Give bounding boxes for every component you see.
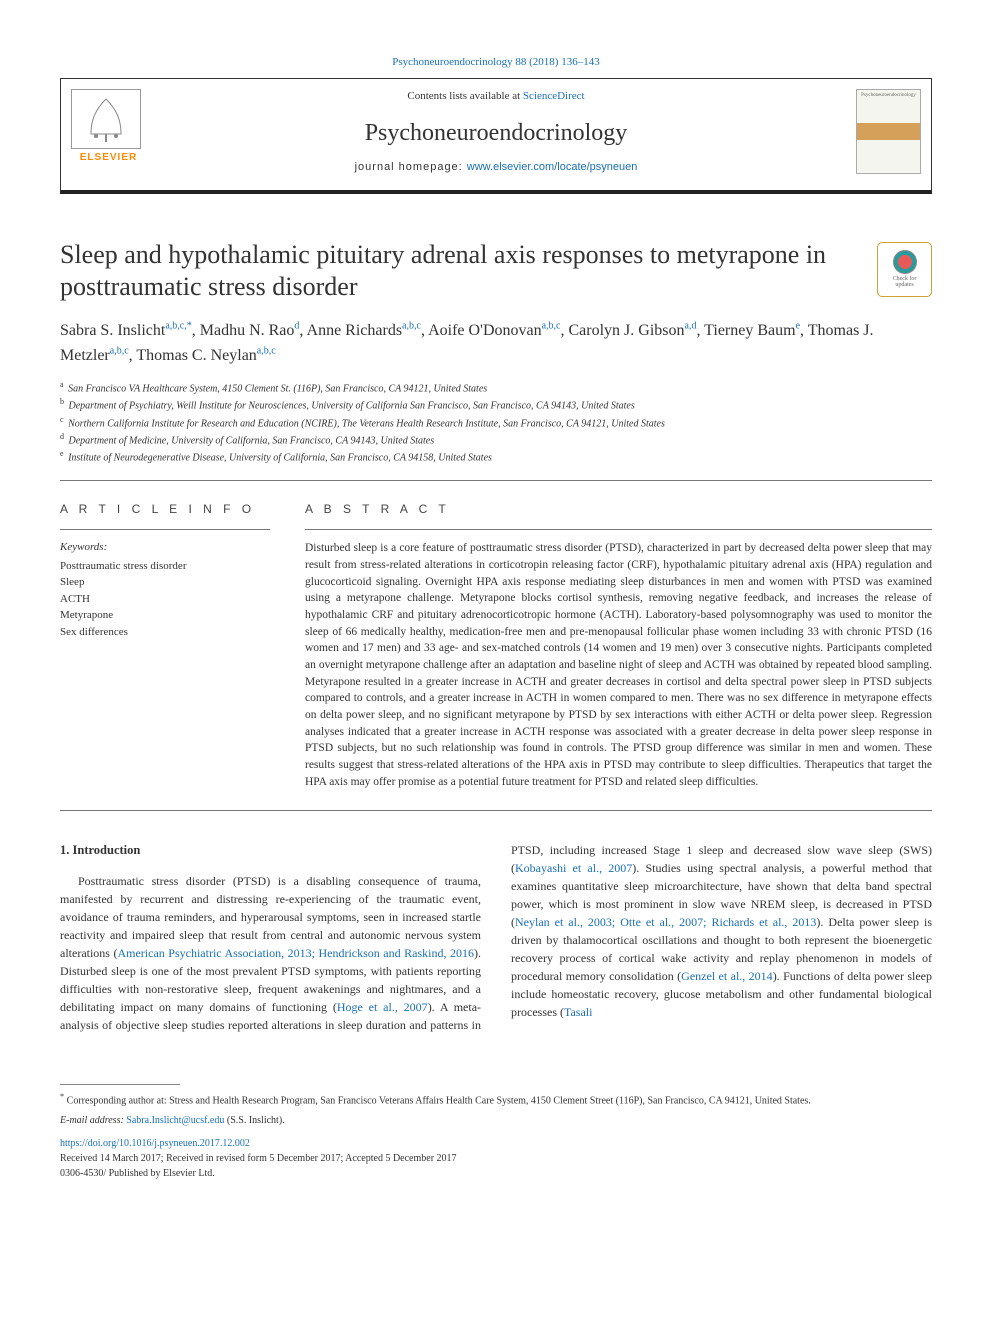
homepage-link[interactable]: www.elsevier.com/locate/psyneuen: [467, 161, 638, 173]
keyword-item: Posttraumatic stress disorder: [60, 558, 270, 575]
homepage-line: journal homepage: www.elsevier.com/locat…: [156, 160, 836, 175]
keyword-item: ACTH: [60, 591, 270, 608]
citation-link[interactable]: Psychoneuroendocrinology 88 (2018) 136–1…: [392, 56, 599, 68]
info-abstract-row: A R T I C L E I N F O Keywords: Posttrau…: [60, 501, 932, 812]
corresponding-author-note: * Corresponding author at: Stress and He…: [60, 1091, 932, 1108]
citation-line: Psychoneuroendocrinology 88 (2018) 136–1…: [60, 55, 932, 70]
journal-name: Psychoneuroendocrinology: [156, 117, 836, 151]
elsevier-logo: ELSEVIER: [71, 89, 146, 174]
homepage-prefix: journal homepage:: [355, 161, 467, 173]
journal-header: ELSEVIER Psychoneuroendocrinology Conten…: [60, 78, 932, 193]
updates-icon: [893, 250, 917, 274]
section-heading: 1. Introduction: [60, 841, 481, 860]
citation-ref-link[interactable]: Genzel et al., 2014: [681, 969, 773, 983]
affiliation-item: d Department of Medicine, University of …: [60, 431, 932, 448]
cover-caption: Psychoneuroendocrinology: [857, 90, 920, 101]
journal-cover-thumbnail: Psychoneuroendocrinology: [856, 89, 921, 174]
article-info-column: A R T I C L E I N F O Keywords: Posttrau…: [60, 501, 270, 791]
affiliations-list: a San Francisco VA Healthcare System, 41…: [60, 379, 932, 481]
abstract-text: Disturbed sleep is a core feature of pos…: [305, 540, 932, 790]
elsevier-tree-icon: [71, 89, 141, 149]
authors-list: Sabra S. Inslichta,b,c,*, Madhu N. Raod,…: [60, 318, 932, 369]
footnote-rule: [60, 1084, 180, 1085]
affiliation-item: a San Francisco VA Healthcare System, 41…: [60, 379, 932, 396]
abstract-column: A B S T R A C T Disturbed sleep is a cor…: [305, 501, 932, 791]
citation-ref-link[interactable]: Tasali: [564, 1005, 592, 1019]
citation-ref-link[interactable]: Hoge et al., 2007: [337, 1000, 428, 1014]
doi-link[interactable]: https://doi.org/10.1016/j.psyneuen.2017.…: [60, 1138, 250, 1149]
citation-ref-link[interactable]: American Psychiatric Association, 2013; …: [117, 946, 474, 960]
doi-line: https://doi.org/10.1016/j.psyneuen.2017.…: [60, 1136, 932, 1151]
updates-text: Check forupdates: [893, 276, 917, 289]
keywords-label: Keywords:: [60, 540, 270, 555]
email-link[interactable]: Sabra.Inslicht@ucsf.edu: [126, 1115, 224, 1126]
article-info-heading: A R T I C L E I N F O: [60, 501, 270, 518]
footnotes: * Corresponding author at: Stress and He…: [60, 1091, 932, 1180]
keyword-item: Sex differences: [60, 624, 270, 641]
keyword-item: Metyrapone: [60, 607, 270, 624]
page-container: Psychoneuroendocrinology 88 (2018) 136–1…: [0, 0, 992, 1221]
copyright-line: 0306-4530/ Published by Elsevier Ltd.: [60, 1166, 932, 1181]
check-updates-badge[interactable]: Check forupdates: [877, 242, 932, 297]
body-paragraph: Posttraumatic stress disorder (PTSD) is …: [60, 841, 932, 1034]
body-text: 1. Introduction Posttraumatic stress dis…: [60, 841, 932, 1034]
elsevier-label: ELSEVIER: [71, 151, 146, 165]
affiliation-item: b Department of Psychiatry, Weill Instit…: [60, 396, 932, 413]
contents-line: Contents lists available at ScienceDirec…: [156, 89, 836, 104]
citation-ref-link[interactable]: Kobayashi et al., 2007: [515, 861, 632, 875]
affiliation-item: c Northern California Institute for Rese…: [60, 414, 932, 431]
abstract-heading: A B S T R A C T: [305, 501, 932, 518]
affiliation-item: e Institute of Neurodegenerative Disease…: [60, 448, 932, 465]
received-dates: Received 14 March 2017; Received in revi…: [60, 1151, 932, 1166]
keywords-list: Posttraumatic stress disorderSleepACTHMe…: [60, 558, 270, 641]
email-line: E-mail address: Sabra.Inslicht@ucsf.edu …: [60, 1113, 932, 1128]
contents-prefix: Contents lists available at: [407, 90, 522, 102]
article-title: Sleep and hypothalamic pituitary adrenal…: [60, 239, 932, 304]
sciencedirect-link[interactable]: ScienceDirect: [523, 90, 585, 102]
citation-ref-link[interactable]: Neylan et al., 2003; Otte et al., 2007; …: [515, 915, 816, 929]
keyword-item: Sleep: [60, 574, 270, 591]
